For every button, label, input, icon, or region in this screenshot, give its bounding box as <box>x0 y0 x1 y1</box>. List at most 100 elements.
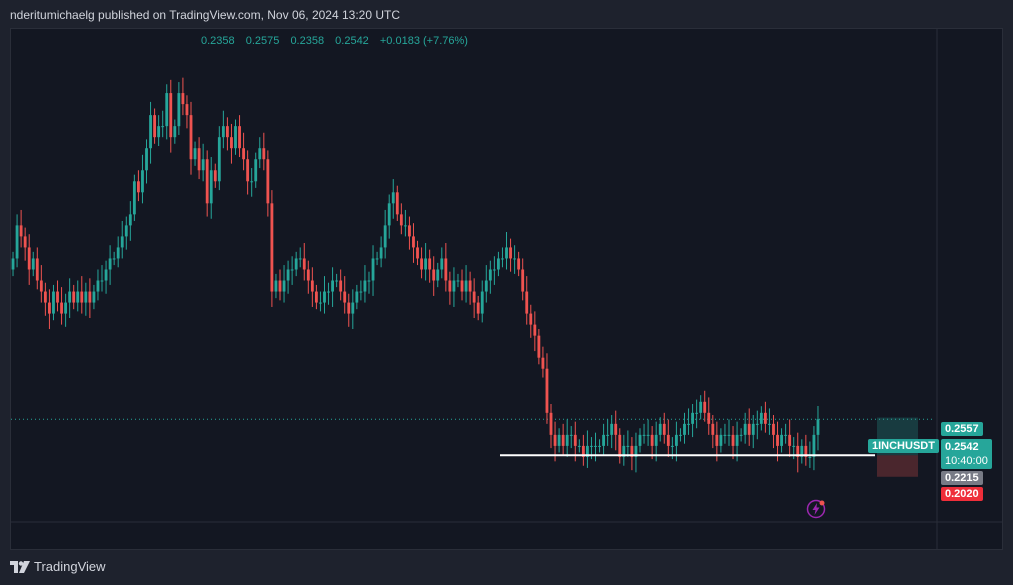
candle-body <box>545 368 549 413</box>
candle-body <box>23 236 27 248</box>
tradingview-logo-icon <box>10 560 30 573</box>
candle-body <box>116 247 120 259</box>
candle-body <box>84 291 88 303</box>
candle-body <box>464 280 468 292</box>
candle-body <box>614 423 618 435</box>
candle-body <box>796 445 800 457</box>
candle-body <box>367 280 371 282</box>
candle-body <box>189 115 193 160</box>
candle-body <box>27 247 31 270</box>
candle-body <box>549 412 553 435</box>
candle-body <box>80 291 84 303</box>
candle-body <box>149 115 152 149</box>
candle-body <box>585 445 589 457</box>
candle-body <box>424 258 428 270</box>
candle-body <box>440 258 444 270</box>
candle-body <box>654 434 658 446</box>
candle-body <box>428 258 432 270</box>
candle-body <box>128 214 132 226</box>
candle-body <box>800 445 804 457</box>
candle-body <box>476 302 480 314</box>
candle-body <box>355 291 359 303</box>
candle-body <box>177 93 181 127</box>
candle-body <box>468 280 472 292</box>
candle-body <box>92 291 96 303</box>
candle-body <box>173 126 177 138</box>
candle-body <box>772 423 775 435</box>
candle-body <box>104 269 108 281</box>
candle-body <box>298 258 302 260</box>
candle-body <box>497 258 500 270</box>
candle-body <box>169 93 173 138</box>
candle-body <box>197 148 201 171</box>
footer-brand[interactable]: TradingView <box>10 559 106 574</box>
candle-body <box>254 159 258 182</box>
footer-brand-label: TradingView <box>34 559 106 574</box>
candle-body <box>776 434 779 446</box>
candle-body <box>137 181 140 193</box>
candle-body <box>161 126 165 128</box>
candle-body <box>68 291 72 303</box>
candle-body <box>674 434 678 446</box>
chart-panel[interactable] <box>10 28 1003 550</box>
candle-body <box>108 258 112 270</box>
candle-body <box>213 170 217 182</box>
candle-body <box>626 445 630 447</box>
candle-body <box>52 291 55 314</box>
candle-body <box>630 445 634 457</box>
candle-body <box>784 434 788 436</box>
entry-price-tag: 0.2215 <box>941 471 983 485</box>
candle-body <box>331 280 334 292</box>
candle-body <box>145 148 148 171</box>
candle-body <box>743 423 747 435</box>
candle-body <box>808 456 812 458</box>
candle-body <box>262 148 266 160</box>
candle-body <box>306 269 310 281</box>
candle-body <box>403 225 407 227</box>
candle-body <box>387 203 391 226</box>
ohlc-open: 0.2358 <box>201 35 235 47</box>
candle-body <box>488 269 492 281</box>
candle-body <box>590 445 593 447</box>
candle-body <box>274 280 278 292</box>
candle-body <box>31 258 35 270</box>
candle-body <box>533 324 537 336</box>
candle-body <box>594 445 597 447</box>
candle-body <box>76 291 80 303</box>
candle-body <box>509 247 512 259</box>
candle-body <box>35 258 39 281</box>
candle-body <box>371 258 375 281</box>
countdown: 10:40:00 <box>945 455 988 467</box>
lightning-alert-icon[interactable] <box>806 499 826 519</box>
candle-body <box>610 423 614 435</box>
candle-body <box>153 115 157 138</box>
candle-body <box>573 434 577 446</box>
candle-body <box>683 423 686 435</box>
candle-body <box>711 423 715 435</box>
candle-body <box>638 434 642 446</box>
candle-body <box>282 280 286 292</box>
candle-body <box>691 412 694 424</box>
candle-body <box>581 445 585 457</box>
candle-body <box>363 280 367 292</box>
candle-body <box>456 280 460 282</box>
candle-body <box>327 291 330 293</box>
candle-body <box>646 434 650 436</box>
candle-body <box>618 434 622 457</box>
candle-body <box>314 291 318 303</box>
candle-body <box>541 357 545 369</box>
candle-body <box>319 302 322 304</box>
candle-body <box>780 434 783 446</box>
candle-body <box>759 412 763 424</box>
candle-body <box>347 302 351 314</box>
candle-body <box>379 247 383 259</box>
candle-body <box>72 291 76 303</box>
candle-body <box>695 412 699 414</box>
candle-body <box>217 137 221 182</box>
candle-body <box>707 412 711 424</box>
ohlc-close: 0.2542 <box>335 35 369 47</box>
candle-body <box>290 269 294 271</box>
candle-body <box>727 434 731 436</box>
candle-body <box>375 258 379 260</box>
